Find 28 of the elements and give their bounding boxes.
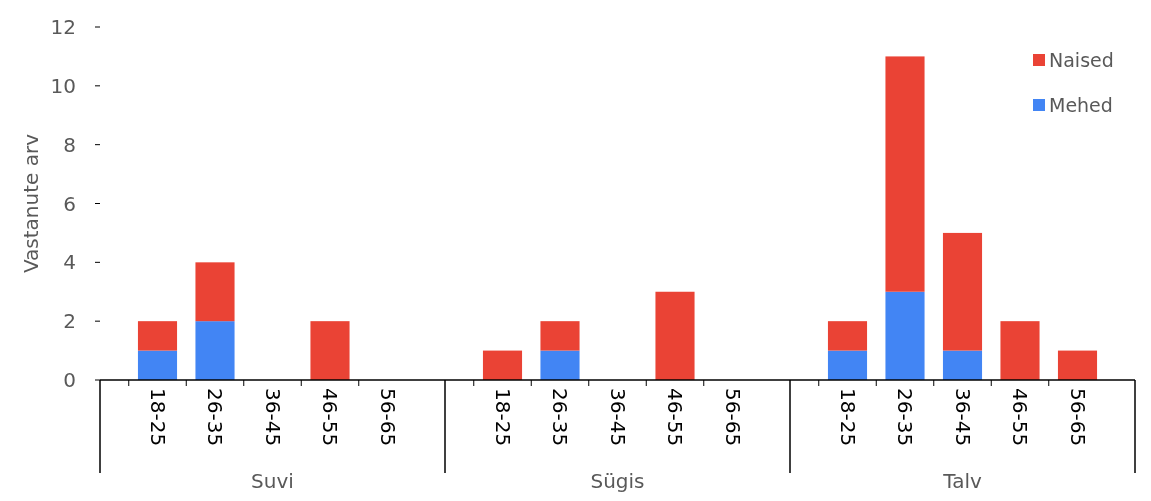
y-axis-title: Vastanute arv [19,133,43,274]
x-tick-label: 18-25 [145,388,170,447]
x-tick-label: 46-55 [1008,388,1032,447]
x-tick-label: 46-55 [663,388,687,447]
legend-label: Mehed [1049,93,1113,116]
x-tick-label: 26-35 [893,388,917,447]
y-tick-label: 8 [63,132,76,157]
x-tick-label: 56-65 [375,388,400,447]
y-tick-label: 12 [50,15,76,39]
x-tick-label: 18-25 [835,388,860,447]
x-tick-label: 46-55 [318,388,342,447]
y-tick-label: 0 [63,368,76,392]
x-tick-label: 36-45 [950,388,975,447]
x-tick-label: 56-65 [1065,388,1090,447]
y-tick-label: 10 [50,73,76,98]
x-tick-label: 26-35 [203,388,227,447]
y-tick-label: 2 [63,309,76,334]
x-tick-label: 56-65 [720,388,745,447]
y-tick-label: 4 [63,250,76,275]
legend-label: Naised [1049,48,1114,71]
x-tick-label: 26-35 [548,388,572,447]
text: Talv [942,469,982,493]
x-tick-label: 18-25 [490,388,515,447]
y-tick-label: 6 [63,191,76,216]
text: Sügis [590,469,645,493]
x-tick-label: 36-45 [605,388,630,447]
text: Suvi [251,469,294,493]
x-tick-label: 36-45 [260,388,285,447]
